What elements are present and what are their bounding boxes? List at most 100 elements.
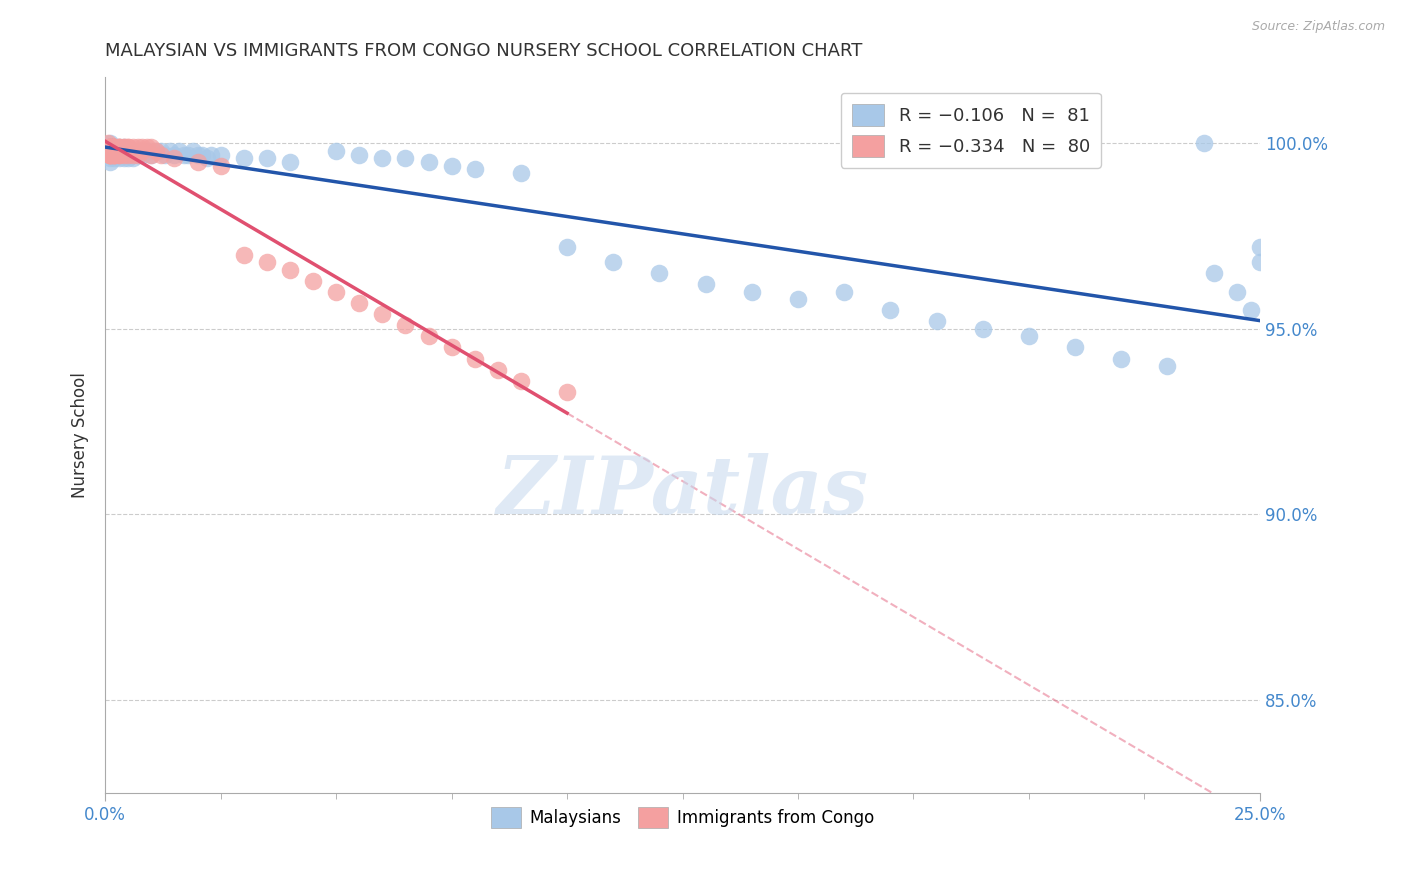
Point <box>98 147 121 161</box>
Point <box>103 140 125 154</box>
Point <box>96 144 118 158</box>
Legend: Malaysians, Immigrants from Congo: Malaysians, Immigrants from Congo <box>485 801 880 834</box>
Text: MALAYSIAN VS IMMIGRANTS FROM CONGO NURSERY SCHOOL CORRELATION CHART: MALAYSIAN VS IMMIGRANTS FROM CONGO NURSE… <box>105 42 863 60</box>
Point <box>256 255 278 269</box>
Point <box>325 285 347 299</box>
Point <box>418 329 440 343</box>
Point <box>141 140 163 154</box>
Point <box>232 248 254 262</box>
Point <box>103 144 125 158</box>
Point <box>145 144 167 158</box>
Point <box>122 144 145 158</box>
Point <box>741 285 763 299</box>
Point <box>103 144 125 158</box>
Point <box>103 140 125 154</box>
Point <box>925 314 948 328</box>
Point <box>122 140 145 154</box>
Point <box>103 144 125 158</box>
Point <box>108 144 131 158</box>
Point <box>98 147 121 161</box>
Point <box>149 144 172 158</box>
Point <box>108 147 131 161</box>
Point <box>131 140 153 154</box>
Point <box>112 147 135 161</box>
Point <box>127 144 149 158</box>
Point <box>509 374 531 388</box>
Point <box>112 151 135 165</box>
Point <box>98 144 121 158</box>
Point <box>122 147 145 161</box>
Y-axis label: Nursery School: Nursery School <box>72 372 89 498</box>
Point <box>103 147 125 161</box>
Point <box>98 147 121 161</box>
Point <box>108 144 131 158</box>
Point <box>555 240 578 254</box>
Point <box>96 140 118 154</box>
Point <box>163 147 186 161</box>
Point <box>98 144 121 158</box>
Point <box>98 140 121 154</box>
Point <box>103 147 125 161</box>
Point <box>602 255 624 269</box>
Point <box>832 285 855 299</box>
Point <box>371 307 394 321</box>
Point <box>117 144 139 158</box>
Point <box>98 151 121 165</box>
Point <box>98 136 121 151</box>
Point <box>145 144 167 158</box>
Point <box>98 140 121 154</box>
Point <box>695 277 717 292</box>
Point <box>1194 136 1216 151</box>
Point <box>349 147 371 161</box>
Point <box>108 140 131 154</box>
Point <box>1249 255 1271 269</box>
Point <box>96 136 118 151</box>
Point <box>1064 341 1087 355</box>
Point <box>98 147 121 161</box>
Point <box>103 140 125 154</box>
Point <box>112 140 135 154</box>
Point <box>302 274 325 288</box>
Point <box>371 151 394 165</box>
Point <box>108 144 131 158</box>
Point <box>440 341 463 355</box>
Point <box>103 140 125 154</box>
Point <box>648 266 671 280</box>
Point <box>464 351 486 366</box>
Point <box>98 140 121 154</box>
Point <box>112 144 135 158</box>
Point <box>131 144 153 158</box>
Point <box>509 166 531 180</box>
Point <box>200 147 222 161</box>
Point <box>209 147 232 161</box>
Point <box>117 147 139 161</box>
Point <box>325 144 347 158</box>
Point <box>103 147 125 161</box>
Point <box>108 140 131 154</box>
Point <box>278 262 301 277</box>
Point <box>349 296 371 310</box>
Point <box>108 151 131 165</box>
Point <box>112 144 135 158</box>
Point <box>394 318 416 333</box>
Point <box>103 147 125 161</box>
Point <box>181 144 204 158</box>
Point <box>209 159 232 173</box>
Point <box>98 147 121 161</box>
Point <box>787 292 810 306</box>
Point <box>464 162 486 177</box>
Point <box>103 144 125 158</box>
Point <box>98 144 121 158</box>
Point <box>112 140 135 154</box>
Point <box>555 384 578 399</box>
Point <box>103 147 125 161</box>
Point <box>1156 359 1178 373</box>
Text: ZIPatlas: ZIPatlas <box>496 453 869 531</box>
Point <box>394 151 416 165</box>
Point <box>98 144 121 158</box>
Point <box>141 144 163 158</box>
Point <box>108 147 131 161</box>
Point <box>103 144 125 158</box>
Point <box>141 147 163 161</box>
Point <box>103 147 125 161</box>
